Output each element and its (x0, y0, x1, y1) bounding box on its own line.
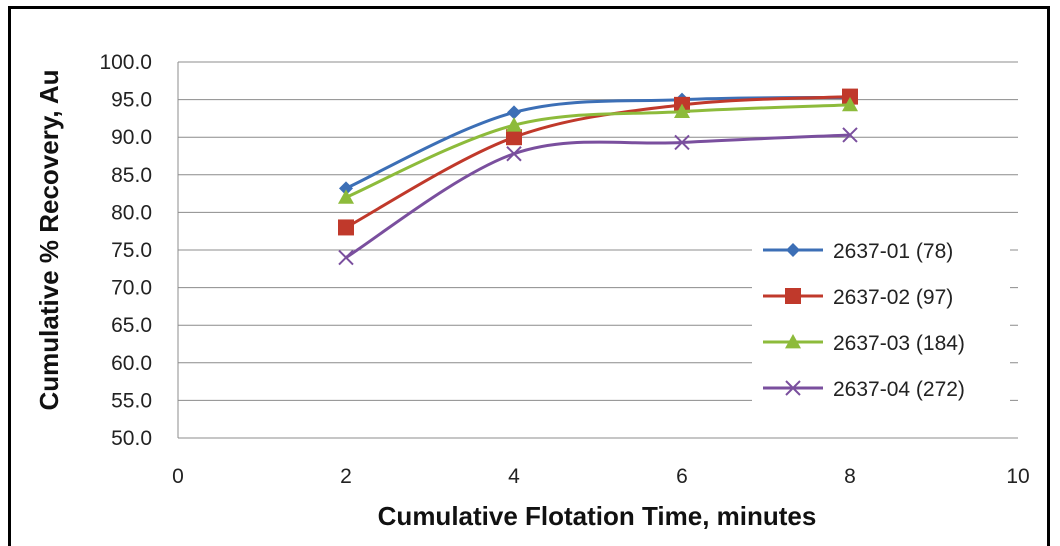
series-2 (338, 88, 858, 236)
legend-entry: 2637-03 (184) (763, 332, 965, 355)
data-point (674, 103, 690, 119)
legend: 2637-01 (78) 2637-02 (97) 2637-03 (184) 263… (752, 222, 1010, 412)
data-point (338, 219, 354, 236)
x-tick-label: 6 (676, 465, 688, 488)
data-point (842, 88, 858, 105)
data-point (674, 134, 690, 151)
data-point (506, 129, 522, 146)
legend-marker (786, 243, 800, 257)
data-point (506, 146, 522, 162)
legend-label: 2637-03 (184) (833, 332, 965, 355)
legend-label: 2637-04 (272) (833, 378, 965, 401)
gridlines (177, 61, 1018, 439)
x-tick-labels: 0 2 4 6 8 10 (172, 465, 1030, 488)
x-tick-label: 2 (340, 465, 352, 488)
series-4 (338, 127, 858, 266)
y-tick-label: 70.0 (111, 277, 152, 300)
legend-entry: 2637-02 (97) (763, 286, 953, 309)
y-tick-label: 80.0 (111, 201, 152, 224)
y-tick-label: 95.0 (111, 89, 152, 112)
y-tick-label: 75.0 (111, 239, 152, 262)
legend-marker (785, 334, 801, 349)
y-tick-label: 85.0 (111, 164, 152, 187)
data-point (338, 249, 354, 266)
x-tick-label: 10 (1006, 465, 1029, 488)
legend-entry: 2637-01 (78) (763, 240, 953, 263)
series-line (345, 95, 851, 229)
x-tick-label: 8 (844, 465, 856, 488)
data-point (842, 127, 858, 143)
series-line (345, 103, 851, 199)
legend-label: 2637-02 (97) (833, 286, 953, 309)
data-point (842, 96, 858, 112)
x-tick-label: 0 (172, 465, 184, 488)
y-tick-label: 55.0 (111, 389, 152, 412)
series-3 (338, 96, 858, 204)
data-point (507, 105, 521, 120)
legend-label: 2637-01 (78) (833, 240, 953, 263)
y-tick-label: 100.0 (99, 51, 152, 74)
data-point (506, 117, 522, 132)
y-tick-label: 90.0 (111, 126, 152, 149)
y-axis-title: Cumulative % Recovery, Au (34, 70, 64, 411)
y-tick-label: 60.0 (111, 352, 152, 375)
x-tick-label: 4 (508, 465, 520, 488)
legend-marker (785, 380, 801, 396)
legend-entry: 2637-04 (272) (763, 378, 965, 401)
y-tick-label: 50.0 (111, 427, 152, 450)
series-group (338, 88, 858, 266)
series-line (345, 133, 851, 259)
y-tick-label: 65.0 (111, 314, 152, 337)
x-axis-title: Cumulative Flotation Time, minutes (378, 501, 817, 531)
data-point (338, 189, 354, 204)
line-chart: 50.0 55.0 60.0 65.0 70.0 75.0 80.0 85.0 90.0 95.0… (34, 51, 1030, 531)
data-point (339, 181, 353, 196)
y-tick-labels: 50.0 55.0 60.0 65.0 70.0 75.0 80.0 85.0 90.0 95.0… (99, 51, 152, 450)
legend-marker (785, 288, 801, 304)
